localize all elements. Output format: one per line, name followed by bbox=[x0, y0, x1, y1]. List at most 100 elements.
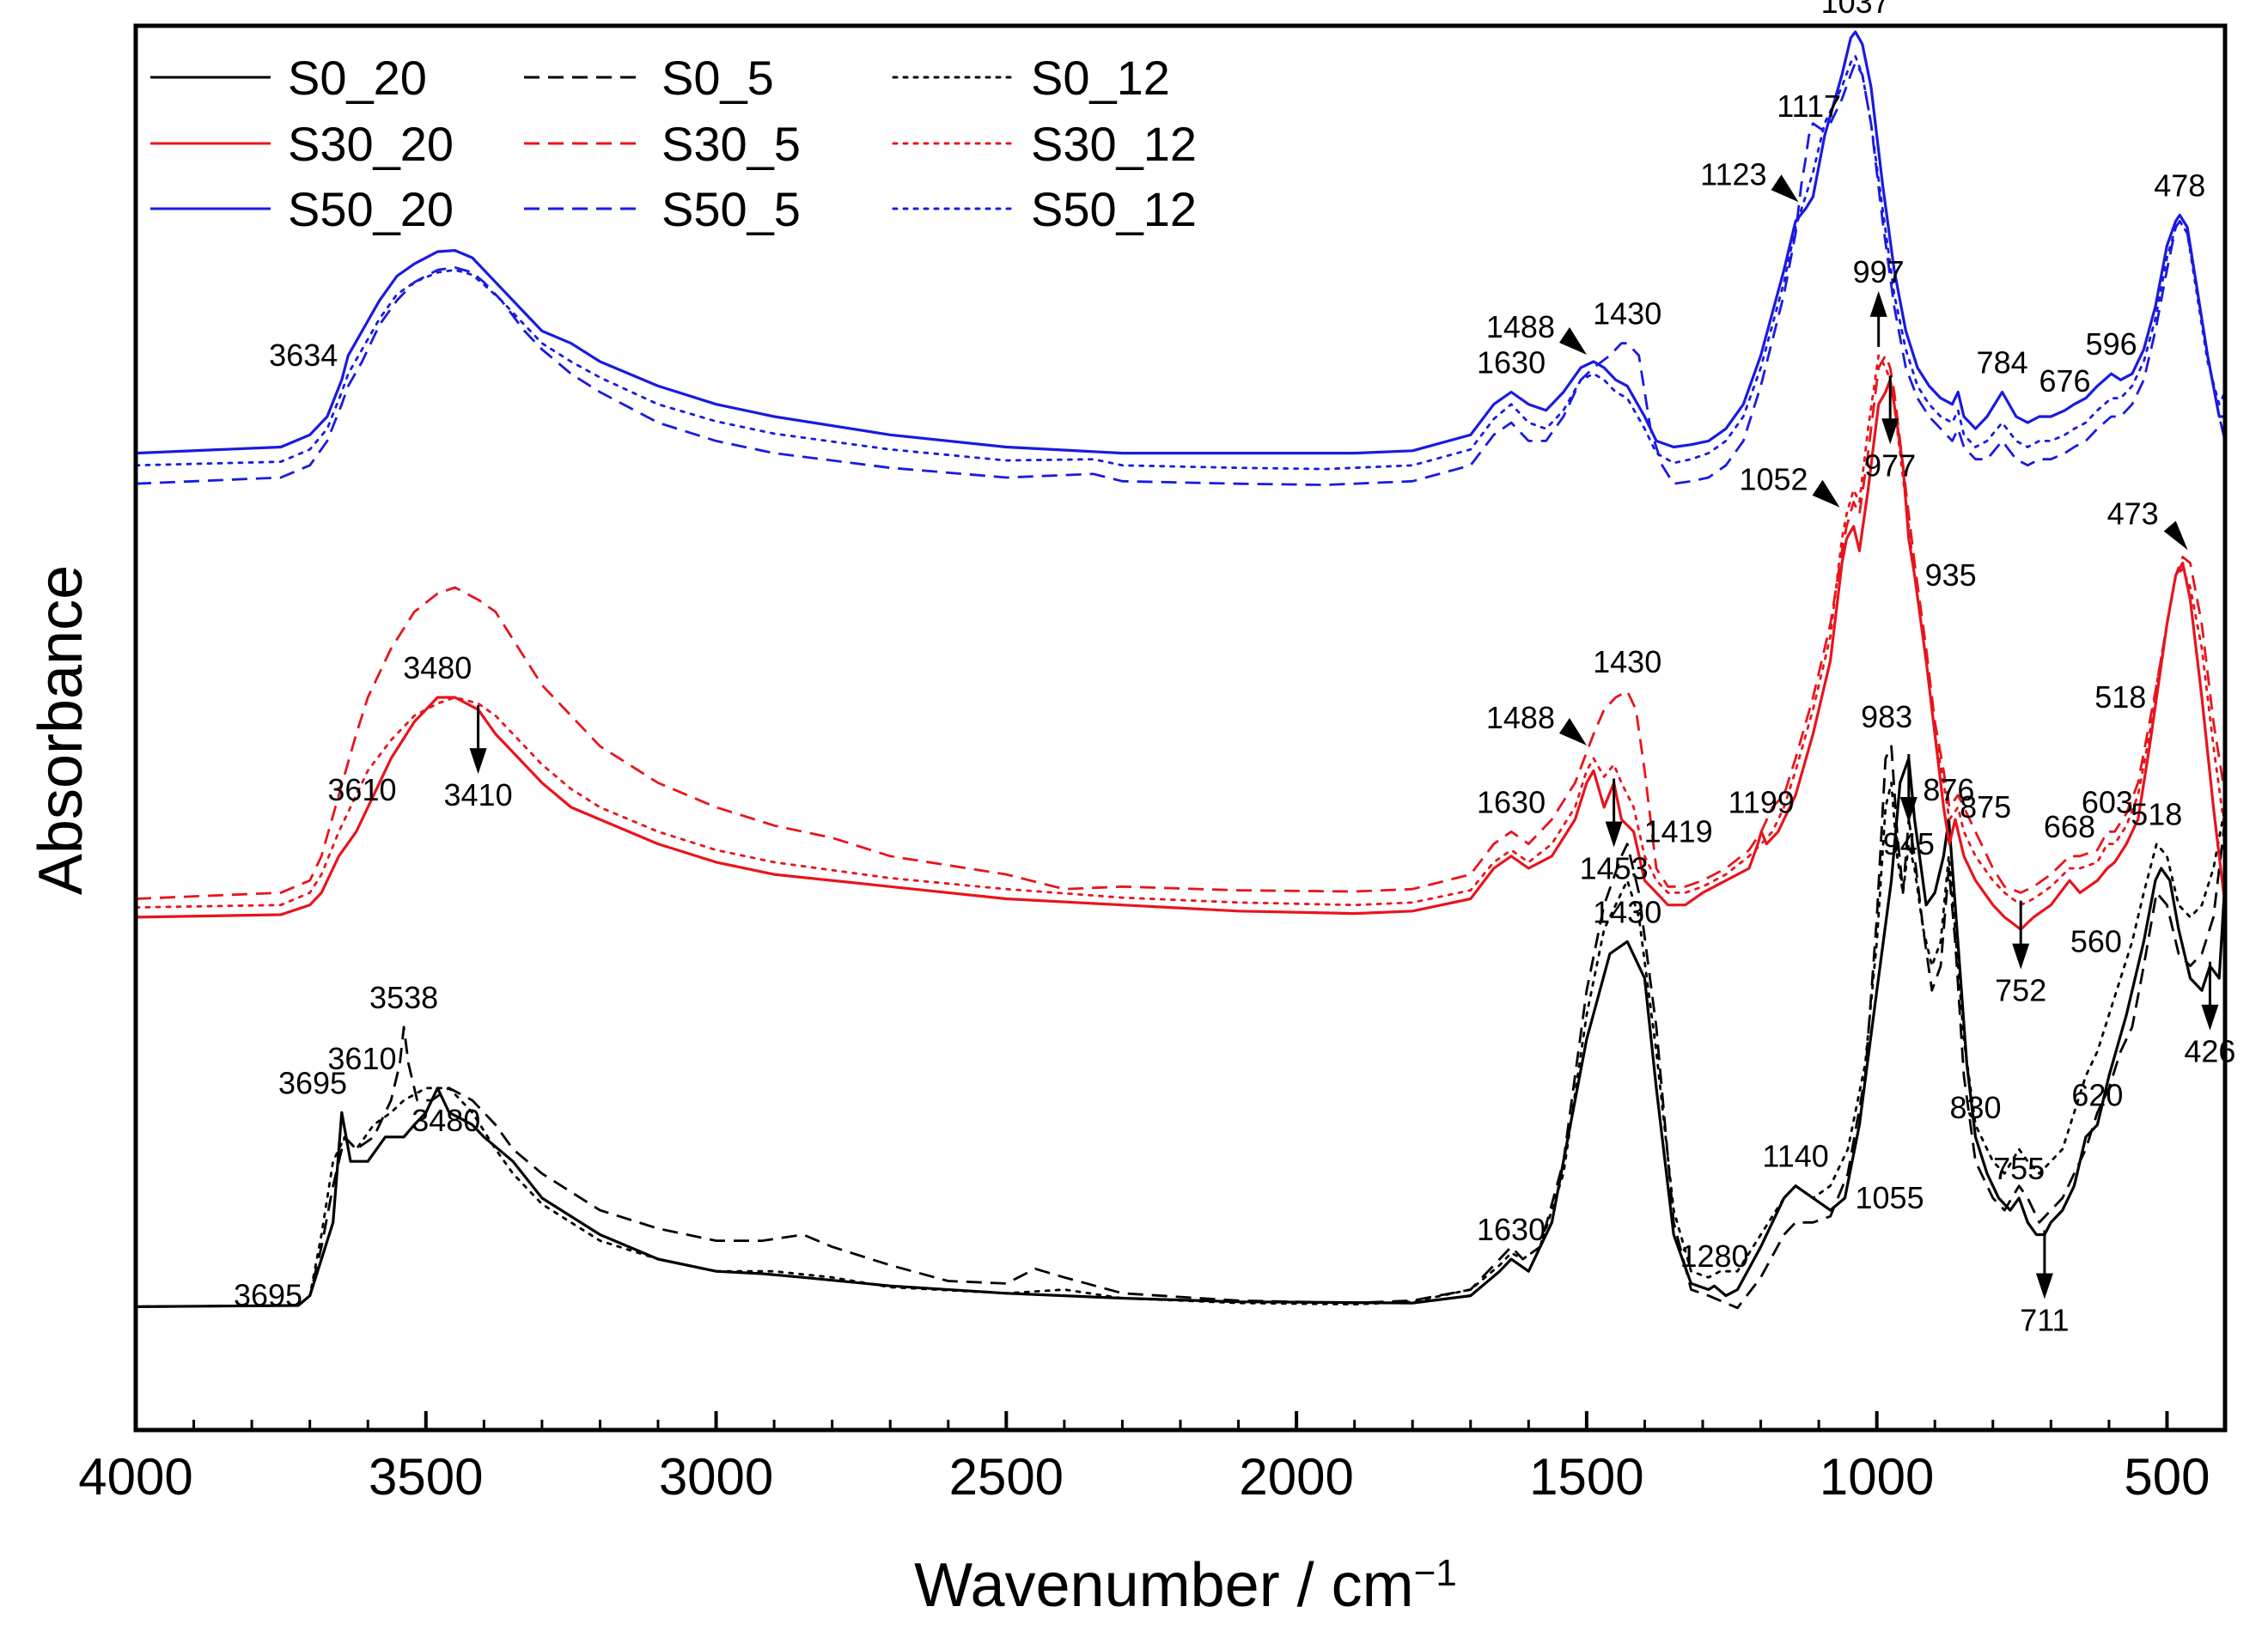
annotation-label: 983 bbox=[1861, 699, 1912, 734]
arrow-icon bbox=[1558, 326, 1587, 355]
x-tick-label: 2000 bbox=[1239, 1448, 1353, 1506]
annotation-426: 426 bbox=[2184, 961, 2235, 1069]
legend-label: S30_12 bbox=[1031, 117, 1197, 171]
annotation-label: 1037 bbox=[1821, 0, 1890, 20]
annotation-830: 830 bbox=[1949, 1090, 2001, 1125]
arrow-icon bbox=[1558, 717, 1587, 746]
annotation-label: 830 bbox=[1949, 1090, 2001, 1125]
annotation-1630: 1630 bbox=[1477, 345, 1546, 380]
legend-label: S50_12 bbox=[1031, 182, 1197, 236]
y-axis-title: Absorbance bbox=[27, 565, 95, 895]
legend-item-s30-12: S30_12 bbox=[892, 117, 1197, 171]
annotation-label: 3634 bbox=[269, 338, 338, 373]
annotation-3480: 3480 bbox=[412, 1103, 480, 1138]
legend-label: S50_5 bbox=[662, 182, 801, 236]
arrow-icon bbox=[2163, 520, 2188, 551]
annotation-518: 518 bbox=[2094, 679, 2146, 715]
annotation-label: 478 bbox=[2154, 167, 2205, 203]
annotation-1488: 1488 bbox=[1486, 700, 1587, 746]
x-tick-label: 2500 bbox=[949, 1448, 1064, 1506]
annotation-label: 676 bbox=[2039, 363, 2091, 399]
annotation-3634: 3634 bbox=[269, 338, 338, 373]
series-line-s30-20 bbox=[135, 378, 2227, 931]
annotation-label: 1123 bbox=[1700, 156, 1766, 192]
annotation-935: 935 bbox=[1925, 557, 1977, 593]
x-tick-label: 3000 bbox=[659, 1448, 773, 1506]
series-line-s50-20 bbox=[135, 30, 2225, 455]
annotation-1123: 1123 bbox=[1700, 156, 1799, 203]
axes-layer: 4000 3500 3000 2500 2000 1500 1000 500 bbox=[78, 23, 2228, 1506]
annotation-label: 3695 bbox=[234, 1278, 302, 1313]
annotation-label: 1430 bbox=[1593, 644, 1661, 679]
annotation-label: 1630 bbox=[1477, 345, 1546, 380]
annotation-3538: 3538 bbox=[369, 980, 438, 1015]
legend-label: S30_5 bbox=[662, 117, 801, 171]
annotation-label: 596 bbox=[2086, 326, 2137, 362]
annotation-1630: 1630 bbox=[1477, 784, 1546, 819]
annotation-1055: 1055 bbox=[1856, 1180, 1924, 1215]
annotation-label: 3480 bbox=[403, 650, 472, 685]
annotation-1488: 1488 bbox=[1486, 309, 1587, 355]
annotation-473: 473 bbox=[2107, 496, 2188, 551]
annotation-711: 711 bbox=[2020, 1230, 2070, 1338]
annotation-label: 473 bbox=[2107, 496, 2159, 531]
annotation-1453: 1453 bbox=[1580, 778, 1649, 885]
annotation-620: 620 bbox=[2071, 1078, 2123, 1113]
series-line-s0-12 bbox=[134, 782, 2227, 1308]
annotation-label: 3538 bbox=[369, 980, 438, 1015]
annotation-label: 784 bbox=[1977, 345, 2028, 380]
annotation-560: 560 bbox=[2070, 923, 2122, 959]
annotation-1117: 1117 bbox=[1777, 88, 1841, 124]
series-line-s0-5 bbox=[135, 745, 2227, 1310]
arrow-down-icon bbox=[1881, 418, 1899, 445]
annotation-3610: 3610 bbox=[327, 772, 396, 807]
annotation-label: 1280 bbox=[1680, 1238, 1748, 1274]
annotation-label: 977 bbox=[1864, 447, 1916, 483]
arrow-down-icon bbox=[469, 748, 487, 775]
series-line-s50-5 bbox=[135, 61, 2227, 486]
series-line-s30-5 bbox=[135, 354, 2227, 900]
annotation-label: 3480 bbox=[412, 1103, 480, 1138]
annotation-label: 876 bbox=[1923, 772, 1974, 807]
annotation-label: 426 bbox=[2184, 1034, 2235, 1069]
x-tick-label: 3500 bbox=[369, 1448, 483, 1506]
annotation-1140: 1140 bbox=[1762, 1139, 1828, 1174]
arrow-icon bbox=[1771, 174, 1799, 203]
annotation-label: 875 bbox=[1960, 789, 2011, 825]
annotation-label: 1488 bbox=[1486, 309, 1555, 344]
annotation-1280: 1280 bbox=[1680, 1238, 1748, 1274]
annotation-label: 603 bbox=[2082, 784, 2133, 819]
arrow-up-icon bbox=[1869, 290, 1887, 317]
annotation-label: 1052 bbox=[1739, 462, 1808, 497]
annotation-1430: 1430 bbox=[1593, 296, 1661, 332]
legend-label: S0_5 bbox=[662, 51, 774, 105]
legend-item-s30-5: S30_5 bbox=[524, 117, 801, 171]
annotation-label: 755 bbox=[1993, 1151, 2045, 1186]
annotation-label: 1117 bbox=[1777, 88, 1841, 124]
annotation-label: 518 bbox=[2094, 679, 2146, 715]
annotation-label: 1488 bbox=[1486, 700, 1555, 735]
annotation-label: 711 bbox=[2020, 1303, 2069, 1338]
legend-item-s30-20: S30_20 bbox=[150, 117, 454, 171]
annotation-876: 876 bbox=[1923, 772, 1974, 807]
annotation-1430: 1430 bbox=[1593, 894, 1661, 929]
x-tick-label: 4000 bbox=[78, 1448, 192, 1506]
annotation-1199: 1199 bbox=[1728, 784, 1795, 819]
annotation-983: 983 bbox=[1861, 699, 1912, 734]
arrow-down-icon bbox=[1605, 821, 1623, 848]
annotation-997: 997 bbox=[1853, 254, 1905, 347]
annotation-label: 518 bbox=[2131, 797, 2182, 832]
annotation-977: 977 bbox=[1864, 375, 1916, 483]
series-line-s50-12 bbox=[134, 55, 2227, 471]
annotation-label: 945 bbox=[1883, 826, 1935, 861]
legend-item-s0-20: S0_20 bbox=[150, 51, 427, 105]
annotation-label: 1453 bbox=[1580, 850, 1649, 885]
annotation-label: 997 bbox=[1853, 254, 1905, 289]
annotation-label: 935 bbox=[1925, 557, 1977, 593]
legend-item-s50-20: S50_20 bbox=[150, 182, 454, 236]
legend-label: S50_20 bbox=[288, 182, 454, 236]
legend-label: S30_20 bbox=[288, 117, 454, 171]
annotation-label: 1199 bbox=[1728, 784, 1795, 819]
